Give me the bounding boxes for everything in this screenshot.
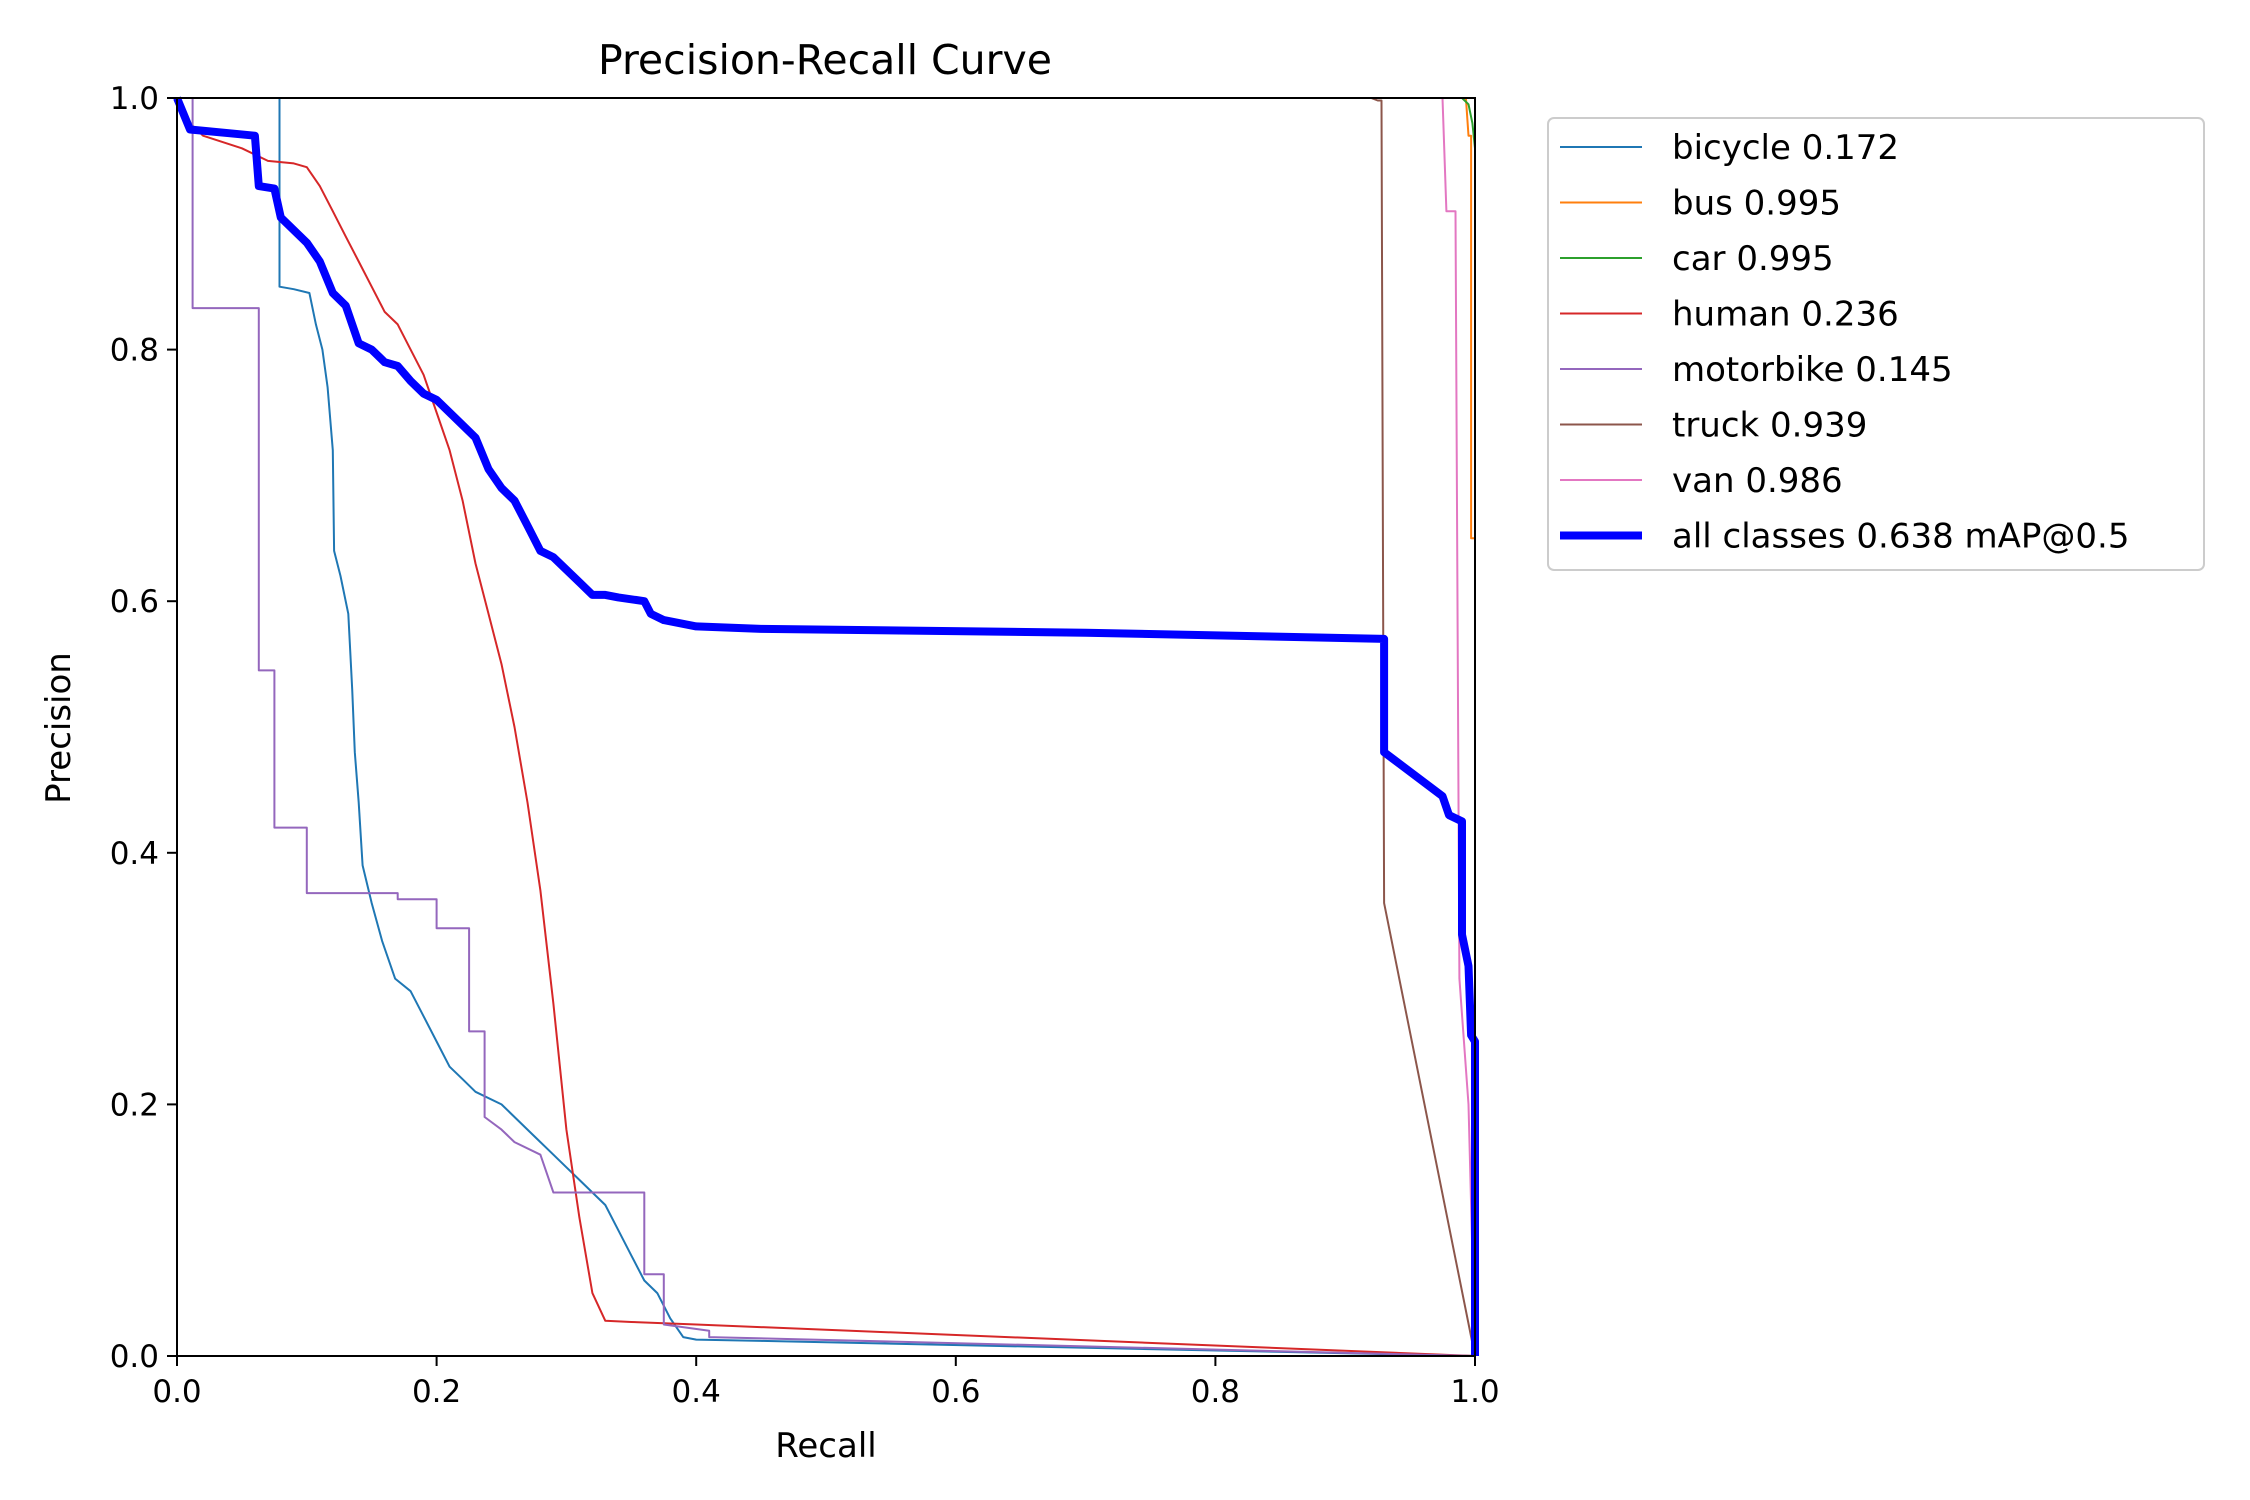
- legend-label-7: all classes 0.638 mAP@0.5: [1672, 517, 2129, 557]
- series-line-7: [173, 96, 1479, 1356]
- x-tick-label: 1.0: [1450, 1374, 1499, 1410]
- x-tick-label: 0.4: [672, 1374, 721, 1410]
- legend-label-4: motorbike 0.145: [1672, 350, 1953, 390]
- legend-label-3: human 0.236: [1672, 295, 1899, 335]
- chart-title: Precision-Recall Curve: [598, 36, 1052, 84]
- series-line-0: [177, 97, 1476, 1357]
- legend-label-0: bicycle 0.172: [1672, 128, 1899, 168]
- legend-label-5: truck 0.939: [1672, 406, 1867, 446]
- series-line-4: [177, 97, 1476, 1357]
- x-axis-title: Recall: [775, 1426, 876, 1466]
- x-tick-label: 0.8: [1191, 1374, 1240, 1410]
- x-tick-label: 0.2: [412, 1374, 461, 1410]
- y-tick-label: 0.4: [110, 836, 159, 872]
- plot-frame: [176, 97, 1476, 1357]
- x-tick-label: 0.6: [931, 1374, 980, 1410]
- y-tick-label: 0.8: [110, 333, 159, 369]
- y-tick-label: 0.0: [110, 1339, 159, 1375]
- series-line-3: [176, 97, 1476, 1357]
- x-axis: 0.0 0.2 0.4 0.6 0.8 1.0: [152, 1356, 1500, 1410]
- legend-label-6: van 0.986: [1672, 461, 1843, 501]
- legend-label-2: car 0.995: [1672, 239, 1834, 279]
- legend: bicycle 0.172 bus 0.995 car 0.995 human 0.2…: [1547, 117, 2205, 571]
- y-tick-label: 0.6: [110, 584, 159, 620]
- y-tick-label: 1.0: [110, 81, 159, 117]
- y-axis-title: Precision: [39, 652, 79, 804]
- legend-label-1: bus 0.995: [1672, 184, 1841, 224]
- y-axis: 0.0 0.2 0.4 0.6 0.8 1.0: [110, 81, 177, 1375]
- y-tick-label: 0.2: [110, 1087, 159, 1123]
- legend-frame: [1547, 117, 2205, 571]
- x-tick-label: 0.0: [152, 1374, 201, 1410]
